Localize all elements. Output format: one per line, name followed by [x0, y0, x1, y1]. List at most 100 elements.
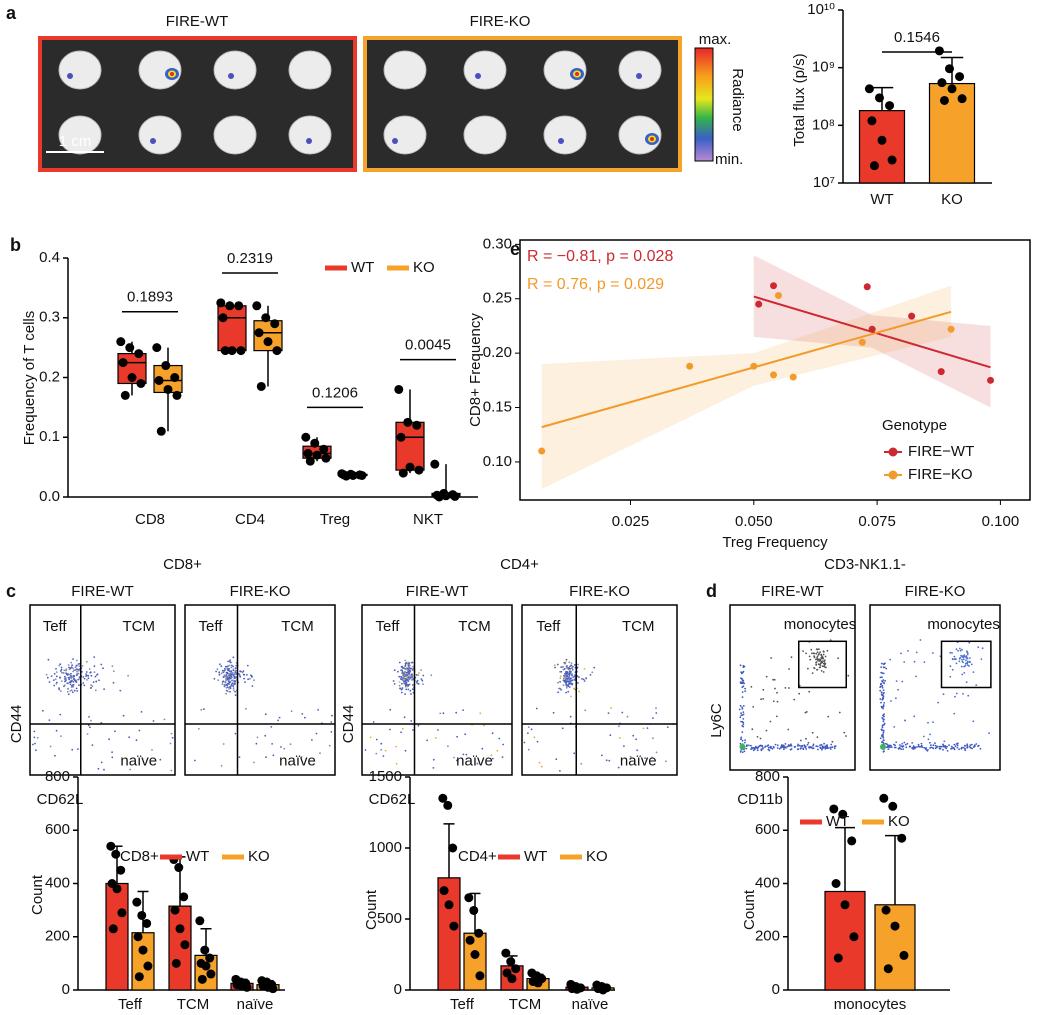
event-dot [644, 757, 646, 759]
event-dot [230, 661, 232, 664]
signal [558, 138, 564, 144]
event-dot [925, 748, 927, 751]
event-dot [811, 652, 813, 655]
event-dot [203, 708, 205, 710]
gate-label: Teff [43, 618, 68, 635]
data-point [414, 465, 424, 475]
event-dot [632, 734, 635, 737]
data-point [220, 346, 230, 356]
event-dot [828, 747, 830, 749]
event-dot [881, 698, 884, 701]
signal [636, 73, 642, 79]
event-dot [200, 708, 203, 711]
event-dot [802, 747, 804, 750]
data-point [838, 809, 848, 819]
event-dot [152, 720, 155, 722]
event-dot [87, 674, 90, 677]
event-dot [223, 685, 226, 688]
event-dot [77, 672, 80, 675]
event-dot [805, 737, 807, 740]
flow-x-label: CD62L [369, 791, 416, 808]
y-axis-label: Count [29, 874, 46, 915]
annotation: R = 0.76, p = 0.029 [527, 276, 664, 293]
event-dot [756, 749, 759, 752]
event-dot [819, 651, 822, 653]
event-dot [584, 709, 587, 712]
data-point [134, 972, 144, 982]
event-dot [970, 663, 973, 666]
data-point [506, 957, 516, 967]
data-point [137, 910, 147, 920]
event-dot [375, 738, 378, 741]
data-point [887, 155, 897, 165]
event-dot [803, 744, 806, 746]
event-dot [880, 728, 883, 731]
event-dot [405, 688, 408, 691]
event-dot [963, 654, 966, 656]
event-dot [770, 745, 772, 748]
event-dot [241, 671, 244, 674]
x-tick-label: naïve [237, 996, 274, 1013]
event-dot [965, 656, 968, 659]
event-dot [739, 664, 742, 667]
event-dot [890, 746, 893, 748]
p-value-label: 0.1546 [894, 29, 940, 46]
event-dot [409, 676, 412, 679]
event-dot [569, 679, 571, 682]
event-dot [811, 672, 814, 674]
event-dot [807, 741, 810, 744]
flow-plot [729, 604, 856, 771]
data-point [449, 921, 459, 931]
flow-plot [29, 604, 176, 776]
event-dot [384, 749, 387, 752]
event-dot [72, 670, 74, 673]
event-dot [73, 669, 75, 672]
event-dot [572, 675, 575, 678]
event-dot [890, 744, 892, 747]
brain [213, 115, 257, 155]
event-dot [882, 750, 885, 753]
event-dot [961, 673, 964, 676]
y-tick-label: 200 [755, 928, 780, 945]
event-dot [824, 745, 826, 748]
event-dot [807, 667, 809, 670]
event-dot [226, 671, 228, 674]
event-dot [808, 655, 811, 658]
flow-y-label: CD44 [340, 705, 357, 743]
event-dot [70, 672, 72, 675]
data-point [305, 456, 315, 466]
event-dot [230, 683, 233, 686]
brain [288, 50, 332, 90]
event-dot [760, 698, 762, 701]
event-dot [112, 681, 115, 684]
event-dot [411, 679, 413, 681]
event-dot [219, 663, 221, 666]
event-dot [815, 663, 818, 666]
flow-y-label: CD44 [8, 705, 25, 743]
event-dot [410, 720, 413, 722]
data-point [501, 948, 511, 958]
event-dot [403, 678, 406, 681]
x-tick-label: WT [870, 191, 893, 208]
data-point [572, 984, 582, 994]
event-dot [977, 744, 980, 747]
event-dot [48, 681, 51, 683]
flow-x-label: CD11b [737, 791, 783, 808]
event-dot [55, 675, 58, 678]
event-dot [230, 664, 233, 667]
event-dot [788, 745, 790, 747]
data-point [112, 884, 122, 894]
event-dot [277, 719, 279, 722]
event-dot [238, 674, 241, 676]
event-dot [894, 744, 896, 747]
event-dot [565, 677, 568, 680]
event-dot [804, 746, 807, 749]
brain [213, 50, 257, 90]
event-dot [901, 745, 904, 748]
event-dot [618, 725, 620, 728]
event-dot [330, 721, 333, 723]
event-dot [966, 744, 969, 747]
event-dot [447, 745, 449, 748]
event-dot [406, 683, 408, 686]
event-dot [577, 663, 579, 666]
